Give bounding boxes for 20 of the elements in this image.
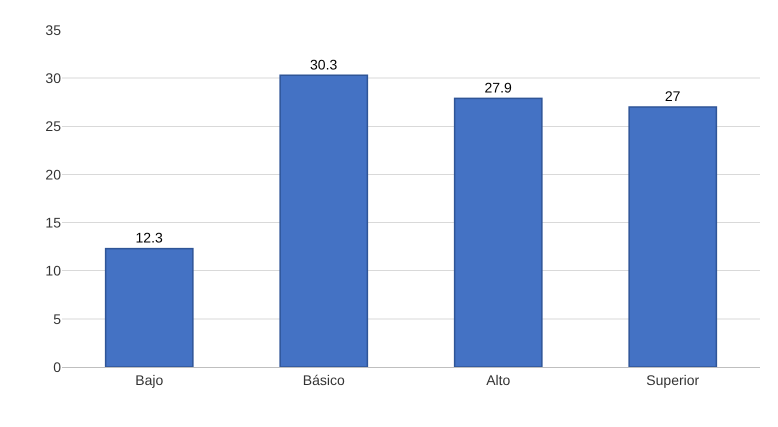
bar [628,106,718,367]
y-tick-label: 35 [45,22,62,38]
bar [104,248,194,367]
data-label: 27 [664,88,681,104]
x-tick-label: Alto [486,372,511,388]
x-tick-label: Bajo [135,372,164,388]
y-tick-label: 20 [45,166,62,182]
data-label: 27.9 [484,79,512,96]
y-tick-label: 5 [53,310,62,327]
x-tick-label: Básico [302,372,345,388]
y-tick-label: 0 [53,358,62,375]
data-label: 12.3 [136,230,163,246]
y-tick-label: 25 [45,118,62,134]
bar [454,98,543,367]
y-tick-label: 10 [45,262,62,279]
data-label: 30.3 [310,56,338,72]
y-tick-label: 30 [45,70,62,86]
x-tick-label: Superior [646,372,700,388]
y-tick-label: 15 [45,214,62,230]
bar [279,74,368,367]
